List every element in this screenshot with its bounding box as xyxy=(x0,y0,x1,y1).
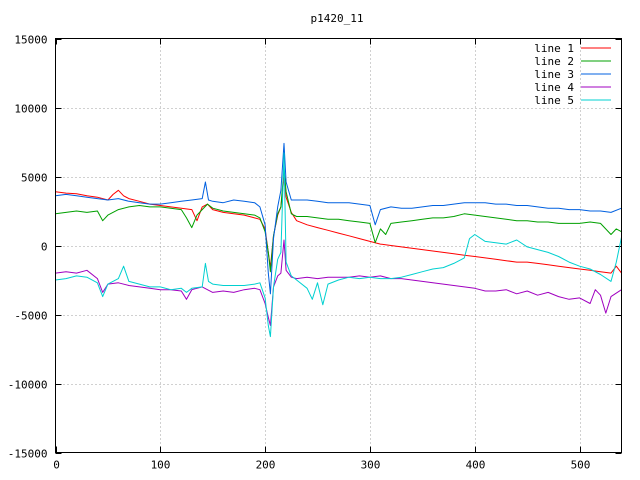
plot-frame xyxy=(55,38,622,453)
y-tick-label: -5000 xyxy=(14,310,47,323)
x-tick-label: 300 xyxy=(361,459,381,472)
legend-label: line 5 xyxy=(534,94,574,107)
legend-label: line 1 xyxy=(534,42,574,55)
axis-ticks: 0 100 200 300 400 500 -15000 -10000 -5000 0 5000 10… xyxy=(8,34,622,472)
grid xyxy=(55,38,622,453)
y-tick-label: -15000 xyxy=(8,448,48,461)
x-tick-label: 0 xyxy=(53,459,60,472)
y-tick-label: 15000 xyxy=(14,34,47,47)
x-tick-label: 400 xyxy=(466,459,486,472)
legend-label: line 4 xyxy=(534,81,574,94)
y-tick-label: 0 xyxy=(41,241,48,254)
x-tick-label: 200 xyxy=(256,459,276,472)
series-line-3 xyxy=(55,142,622,295)
legend-label: line 3 xyxy=(534,68,574,81)
chart-title: p1420_11 xyxy=(311,12,364,25)
y-tick-label: 10000 xyxy=(14,103,47,116)
y-tick-label: 5000 xyxy=(21,172,48,185)
series-line-4 xyxy=(55,239,622,326)
series-line-2 xyxy=(55,167,622,273)
legend-label: line 2 xyxy=(534,55,574,68)
x-tick-label: 500 xyxy=(571,459,591,472)
x-tick-label: 100 xyxy=(151,459,171,472)
series-group xyxy=(55,142,622,338)
series-line-5 xyxy=(55,152,622,338)
series-line-1 xyxy=(55,177,622,274)
y-tick-label: -10000 xyxy=(8,379,48,392)
